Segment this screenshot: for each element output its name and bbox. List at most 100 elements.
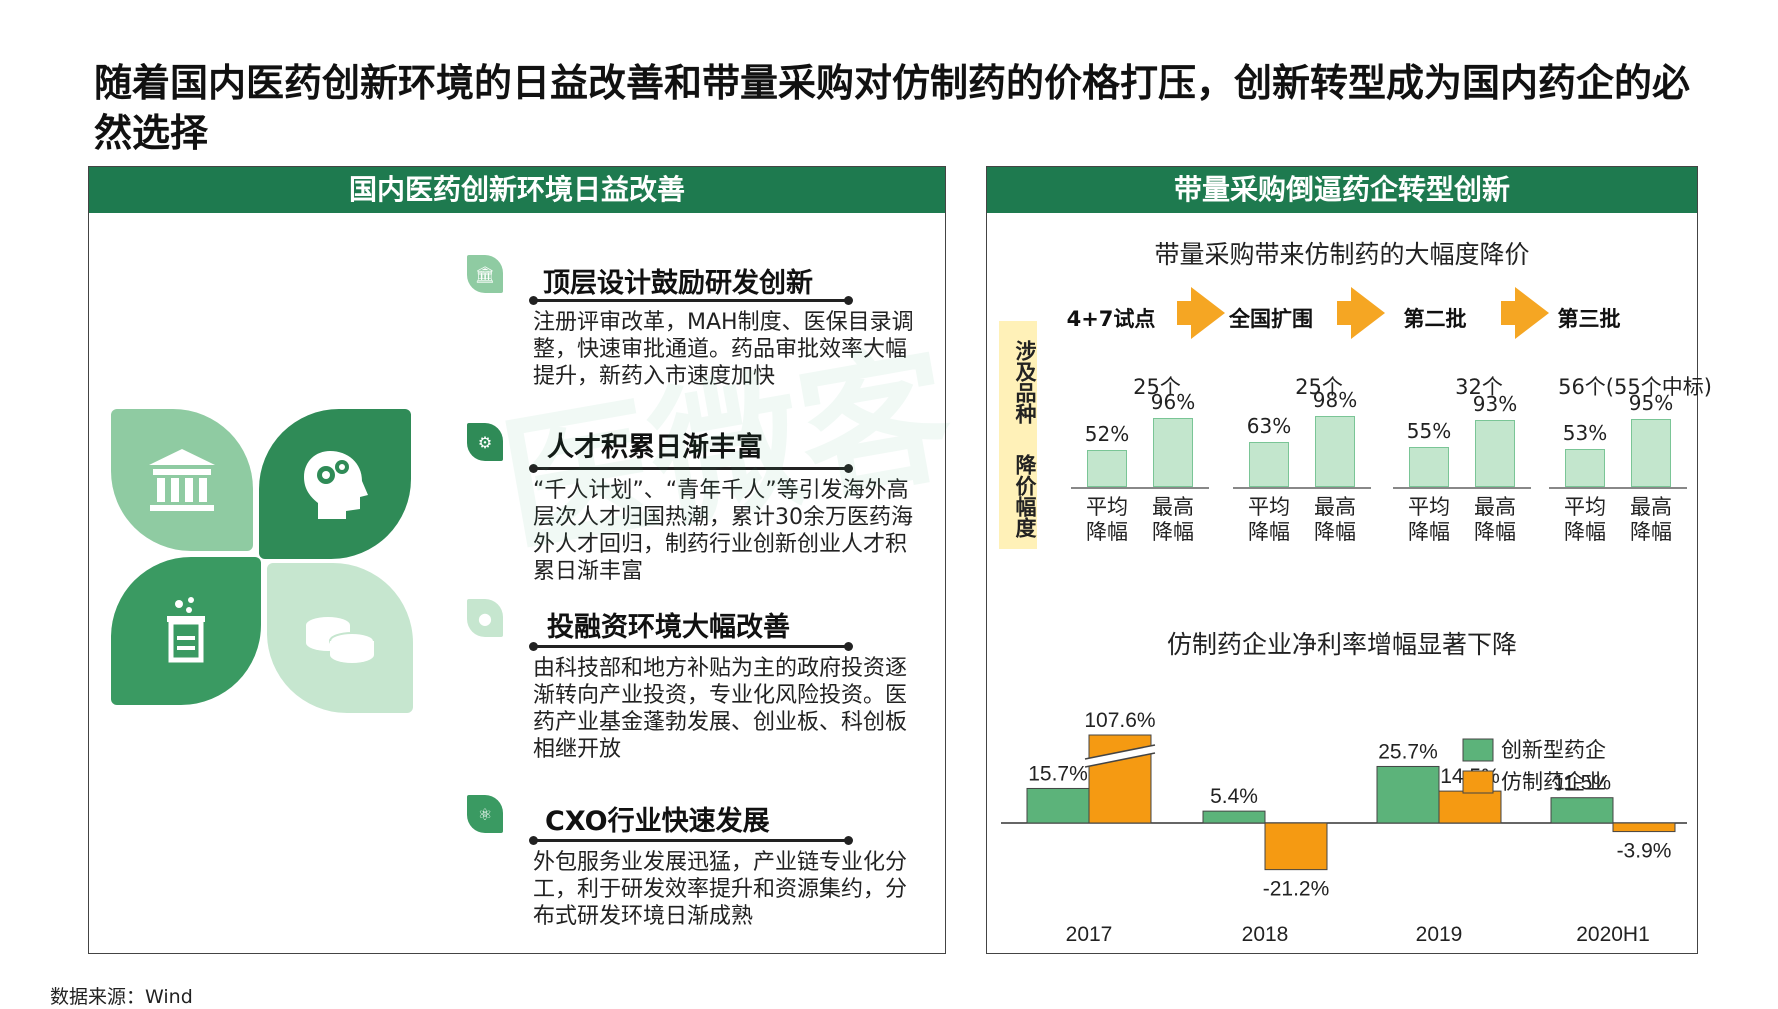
stage-label: 全国扩围 <box>1229 307 1313 331</box>
beaker-icon <box>167 597 205 663</box>
involved-varieties-label: 涉及品种 <box>999 321 1037 435</box>
arrow-icon <box>1191 287 1225 339</box>
item-2-title: 人才积累日渐丰富 <box>547 432 763 463</box>
net-margin-value: 11.5% <box>1553 772 1611 795</box>
item-3-coins-icon: ● <box>467 599 503 637</box>
bank-petal <box>111 409 253 551</box>
price-cut-bar-label: 最高降幅 <box>1314 495 1356 544</box>
price-cut-value: 96% <box>1150 389 1196 414</box>
item-2-brain-icon: ⚙ <box>467 423 503 461</box>
item-2-divider <box>529 464 853 473</box>
year-label: 2017 <box>1066 923 1113 946</box>
price-cut-bar-label: 平均降幅 <box>1408 495 1450 544</box>
stage-label: 第二批 <box>1403 307 1467 331</box>
arrow-icon-tail <box>1501 301 1517 325</box>
item-4-beaker-icon: ⚛ <box>467 795 503 833</box>
legend-swatch <box>1462 738 1494 762</box>
item-2-desc: “千人计划”、“青年千人”等引发海外高层次人才归国热潮，累计30余万医药海外人才… <box>533 478 913 584</box>
price-cut-value: 52% <box>1084 421 1130 446</box>
net-margin-value: 15.7% <box>1028 762 1088 785</box>
innovation-environment-panel: 国内医药创新环境日益改善 🏛 顶层设计鼓励研发创新 注册评审改革，MAH制度、医… <box>88 166 946 954</box>
arrow-icon-tail <box>1177 301 1193 325</box>
year-label: 2019 <box>1416 923 1463 946</box>
price-cut-bar <box>1249 441 1289 487</box>
legend-label: 创新型药企 <box>1501 739 1606 762</box>
arrow-icon <box>1515 287 1549 339</box>
price-cut-value: 53% <box>1562 420 1608 445</box>
item-1-bank-icon: 🏛 <box>467 255 503 293</box>
price-cut-label: 降价幅度 <box>999 435 1037 549</box>
variety-count: 56个(55个中标) <box>1558 375 1712 399</box>
variety-count: 25个 <box>1133 375 1181 399</box>
net-margin-bar <box>1264 822 1328 871</box>
brain-petal <box>259 409 411 559</box>
data-source: 数据来源：Wind <box>50 986 193 1008</box>
left-panel-header: 国内医药创新环境日益改善 <box>89 167 945 213</box>
item-1-title: 顶层设计鼓励研发创新 <box>543 268 813 299</box>
arrow-icon-tail <box>1337 301 1353 325</box>
item-1-desc: 注册评审改革，MAH制度、医保目录调整，快速审批通道。药品审批效率大幅提升，新药… <box>533 310 914 389</box>
price-cut-value: 55% <box>1406 419 1452 444</box>
price-cut-value: 95% <box>1628 390 1674 415</box>
net-margin-bar <box>1026 787 1090 824</box>
net-margin-chart-title: 仿制药企业净利率增幅显著下降 <box>1166 630 1517 659</box>
item-4-title: CXO行业快速发展 <box>545 806 770 837</box>
item-4-divider <box>529 836 853 845</box>
price-cut-bar-label: 平均降幅 <box>1248 495 1290 544</box>
year-label: 2018 <box>1242 923 1289 946</box>
item-3-divider <box>529 642 853 651</box>
stage-label: 第三批 <box>1557 307 1621 331</box>
price-cut-value: 93% <box>1472 392 1518 417</box>
brain-gear-icon <box>304 451 368 519</box>
arrow-icon <box>1351 287 1385 339</box>
net-margin-bar <box>1376 765 1440 824</box>
price-cut-bar-label: 平均降幅 <box>1086 495 1128 544</box>
bank-icon <box>149 449 215 511</box>
net-margin-chart: 15.7%107.6%20175.4%-21.2%201825.7%14.5%2… <box>1001 709 1687 946</box>
net-margin-value: 25.7% <box>1378 740 1438 763</box>
legend-swatch <box>1462 770 1494 794</box>
price-cut-baseline <box>1393 487 1531 489</box>
volume-procurement-panel: 带量采购倒逼药企转型创新 带量采购带来仿制药的大幅度降价 涉及品种 降价幅度 仿… <box>986 166 1712 954</box>
net-margin-value: -3.9% <box>1617 840 1672 863</box>
price-cut-bar <box>1153 417 1193 487</box>
price-cut-bar <box>1409 447 1449 487</box>
axis-break-line <box>1084 744 1156 760</box>
item-3-desc: 由科技部和地方补贴为主的政府投资逐渐转向产业投资，专业化风险投资。医药产业基金蓬… <box>533 656 908 762</box>
legend-label: 仿制药企业 <box>1501 771 1606 794</box>
price-cut-bar <box>1315 416 1355 487</box>
net-margin-value: -21.2% <box>1263 878 1330 901</box>
page-title: 随着国内医药创新环境的日益改善和带量采购对仿制药的价格打压，创新转型成为国内药企… <box>94 61 1691 155</box>
stage-label: 4+7试点 <box>1066 307 1156 331</box>
price-cut-bar-label: 平均降幅 <box>1564 495 1606 544</box>
net-margin-bar <box>1202 810 1266 824</box>
price-cut-value: 98% <box>1312 388 1358 413</box>
net-margin-bar <box>1438 790 1502 824</box>
price-cut-baseline <box>1071 487 1209 489</box>
axis-break-mark <box>1085 745 1155 767</box>
net-margin-bar <box>1550 797 1614 824</box>
price-cut-bar <box>1631 418 1671 487</box>
price-cut-baseline <box>1233 487 1371 489</box>
price-cut-bar <box>1475 420 1515 487</box>
coins-icon <box>306 617 375 663</box>
item-4-desc: 外包服务业发展迅猛，产业链专业化分工，利于研发效率提升和资源集约，分布式研发环境… <box>533 850 908 929</box>
beaker-petal <box>111 557 261 705</box>
price-cut-bar-label: 最高降幅 <box>1630 495 1672 544</box>
price-cut-value: 63% <box>1246 413 1292 438</box>
net-margin-value: 5.4% <box>1210 785 1258 808</box>
net-margin-value: 107.6% <box>1084 709 1155 732</box>
price-cut-bar <box>1565 448 1605 487</box>
right-panel-header: 带量采购倒逼药企转型创新 <box>987 167 1697 213</box>
axis-break-line <box>1084 752 1156 768</box>
coins-petal <box>267 563 413 713</box>
price-cut-chart-title: 带量采购带来仿制药的大幅度降价 <box>1154 240 1530 269</box>
item-1-divider <box>529 296 853 305</box>
price-cut-baseline <box>1549 487 1687 489</box>
price-cut-bar <box>1087 449 1127 487</box>
variety-count: 32个 <box>1455 375 1503 399</box>
variety-count: 25个 <box>1295 375 1343 399</box>
price-cut-bar-label: 最高降幅 <box>1152 495 1194 544</box>
price-cut-bar-label: 最高降幅 <box>1474 495 1516 544</box>
item-3-title: 投融资环境大幅改善 <box>547 612 790 643</box>
